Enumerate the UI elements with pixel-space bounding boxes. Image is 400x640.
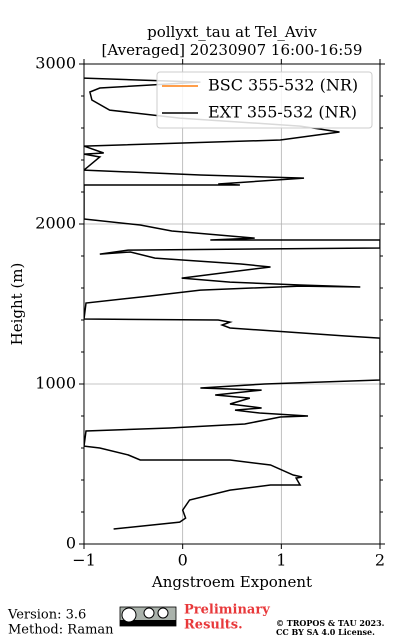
x-axis-label: Angstroem Exponent: [151, 573, 312, 591]
y-axis-label: Height (m): [8, 263, 26, 346]
legend-box: [156, 71, 373, 129]
legend: BSC 355-532 (NR) EXT 355-532 (NR): [156, 71, 373, 129]
plot-frame: [83, 63, 381, 545]
x-tick-label: 1: [276, 551, 286, 570]
method: Method: Raman: [8, 623, 114, 638]
preliminary: Preliminary: [184, 603, 270, 618]
y-tick-label: 2000: [35, 214, 76, 233]
license: CC BY SA 4.0 License.: [276, 627, 375, 637]
profile-line: [84, 77, 380, 530]
x-tick-label: −1: [72, 551, 96, 570]
legend-label: EXT 355-532 (NR): [208, 103, 357, 122]
version: Version: 3.6: [7, 608, 86, 623]
chart-title: pollyxt_tau at Tel_Aviv: [147, 23, 317, 41]
y-tick-label: 0: [66, 534, 76, 553]
y-tick-label: 1000: [35, 374, 76, 393]
chart-subtitle: [Averaged] 20230907 16:00-16:59: [102, 41, 363, 59]
legend-label: BSC 355-532 (NR): [208, 76, 358, 95]
y-tick-label: 3000: [35, 54, 76, 73]
cc-logo: [119, 606, 177, 627]
license: © TROPOS & TAU 2023.: [276, 618, 385, 628]
preliminary: Results.: [184, 618, 243, 633]
x-tick-label: 0: [178, 551, 188, 570]
x-tick-label: 2: [375, 551, 385, 570]
